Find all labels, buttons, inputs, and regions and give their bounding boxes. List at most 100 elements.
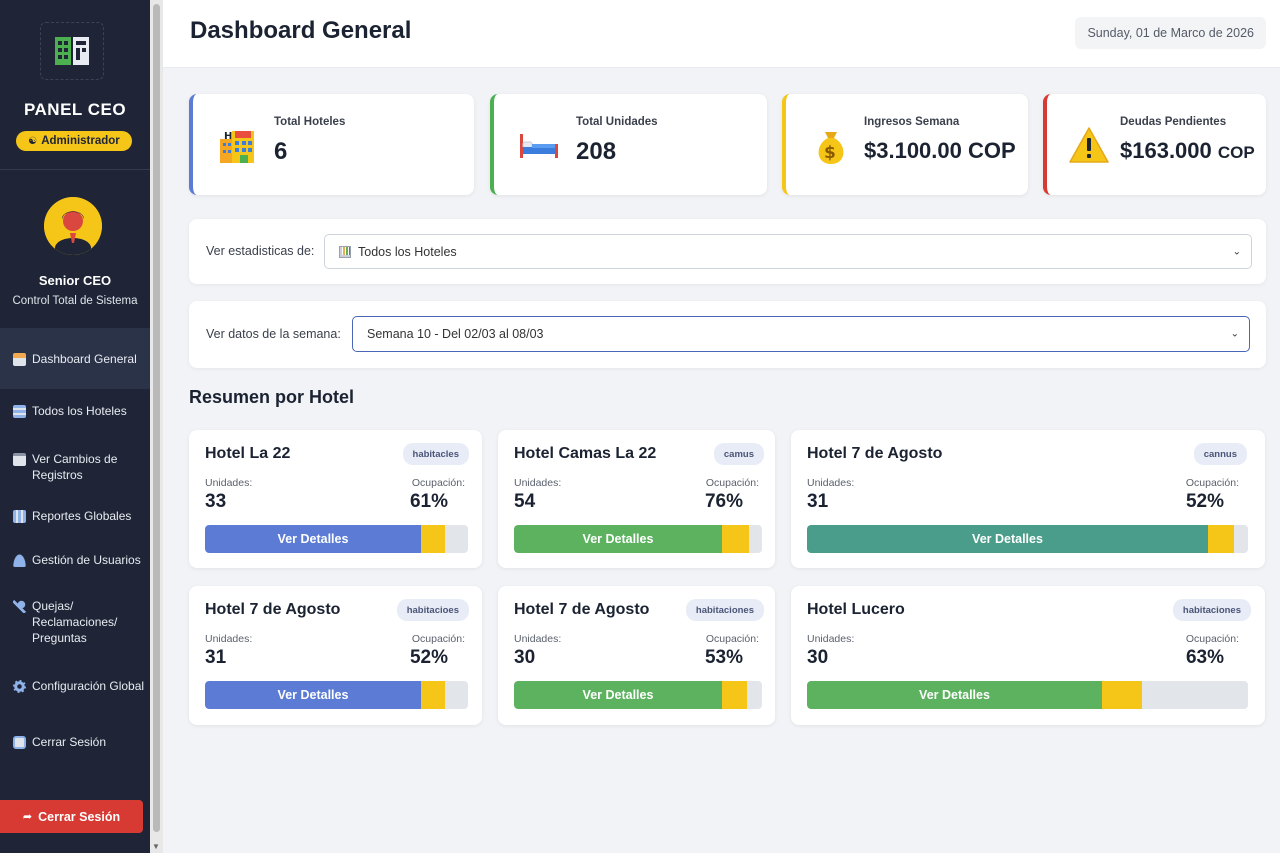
occupancy-value: 52%	[1185, 491, 1224, 512]
sidebar-scrollbar[interactable]: ▼	[150, 0, 163, 853]
occupancy-extra	[722, 681, 747, 709]
hotel-card: Hotel Camas La 22 camus Unidades: Ocupac…	[498, 430, 775, 568]
scrollbar-thumb[interactable]	[153, 4, 160, 832]
chevron-down-icon: ⌄	[1230, 328, 1239, 340]
hotel-tag: cannus	[1193, 443, 1247, 465]
occupancy-value: 63%	[1185, 647, 1224, 668]
units-value: 33	[205, 491, 227, 512]
week-filter-label: Ver datos de la semana:	[206, 327, 341, 341]
money-bag-icon: $	[810, 124, 852, 166]
occupancy-value: 52%	[409, 647, 448, 668]
occupancy-fill	[807, 525, 1208, 553]
logout-button[interactable]: ➦ Cerrar Sesión	[0, 800, 143, 833]
sidebar-item-label: Gestión de Usuarios	[32, 553, 141, 567]
occupancy-bar: Ver Detalles	[807, 525, 1248, 553]
details-button[interactable]: Ver Detalles	[919, 688, 990, 702]
warning-icon	[1068, 124, 1110, 166]
dashboard-icon	[13, 353, 26, 366]
hotel-filter-panel: Ver estadisticas de: Todos los Hoteles ⌄	[189, 219, 1266, 284]
page-title: Dashboard General	[190, 17, 412, 44]
hotel-select[interactable]: Todos los Hoteles ⌄	[324, 234, 1252, 269]
hotels-icon	[13, 405, 26, 418]
sidebar-item-users[interactable]: Gestión de Usuarios	[0, 552, 150, 568]
section-title: Resumen por Hotel	[189, 387, 355, 407]
sidebar-item-label: Cerrar Sesión	[32, 735, 107, 749]
occupancy-label: Ocupación:	[705, 477, 759, 489]
units-value: 31	[205, 647, 227, 668]
occupancy-bar: Ver Detalles	[514, 681, 762, 709]
hotel-tag: habitaciones	[685, 599, 764, 621]
occupancy-extra	[1102, 681, 1142, 709]
occupancy-label: Ocupación:	[705, 633, 759, 645]
units-label: Unidades:	[205, 477, 253, 489]
occupancy-label: Ocupación:	[1185, 633, 1239, 645]
sidebar-item-reports[interactable]: Reportes Globales	[0, 508, 150, 524]
sidebar-item-hotels[interactable]: Todos los Hoteles	[0, 403, 150, 419]
details-button[interactable]: Ver Detalles	[277, 532, 349, 546]
hotel-name: Hotel 7 de Agosto	[514, 601, 650, 618]
gear-icon	[13, 680, 26, 693]
occupancy-value: 76%	[704, 491, 743, 512]
sidebar: PANEL CEO ☯ Administrador Senior CEO Con…	[0, 0, 150, 853]
panel-title: PANEL CEO	[23, 100, 127, 119]
sidebar-item-complaints[interactable]: Quejas/ Reclamaciones/ Preguntas	[0, 598, 150, 646]
sidebar-item-logout[interactable]: Cerrar Sesión	[0, 734, 150, 750]
sidebar-item-settings[interactable]: Configuración Global	[0, 678, 150, 694]
role-badge-label: Administrador	[41, 135, 120, 147]
users-icon	[13, 554, 26, 567]
scroll-down-arrow-icon[interactable]: ▼	[152, 842, 160, 851]
avatar	[44, 197, 102, 255]
logo	[40, 22, 104, 80]
hotel-tag: camus	[713, 443, 764, 465]
hotel-tag: habitaciones	[1172, 599, 1251, 621]
details-button[interactable]: Ver Detalles	[582, 688, 654, 702]
occupancy-bar: Ver Detalles	[514, 525, 762, 553]
svg-text:$: $	[824, 143, 836, 163]
sidebar-divider	[0, 169, 150, 170]
hotel-tag: habitacioes	[396, 599, 469, 621]
week-select[interactable]: Semana 10 - Del 02/03 al 08/03 ⌄	[352, 316, 1250, 352]
hotel-card: Hotel La 22 habitacles Unidades: Ocupaci…	[189, 430, 482, 568]
admin-icon: ☯	[28, 135, 38, 147]
units-label: Unidades:	[514, 477, 562, 489]
hotel-card: Hotel 7 de Agosto habitaciones Unidades:…	[498, 586, 775, 725]
hotel-filter-label: Ver estadisticas de:	[206, 244, 315, 258]
occupancy-bar: Ver Detalles	[807, 681, 1248, 709]
details-button[interactable]: Ver Detalles	[277, 688, 349, 702]
occupancy-label: Ocupación:	[411, 633, 465, 645]
occupancy-fill	[807, 681, 1102, 709]
occupancy-label: Ocupación:	[411, 477, 465, 489]
sidebar-item-records[interactable]: Ver Cambios de Registros	[0, 451, 150, 483]
units-label: Unidades:	[205, 633, 253, 645]
details-button[interactable]: Ver Detalles	[582, 532, 654, 546]
hotel-name: Hotel Camas La 22	[514, 445, 657, 462]
occupancy-fill	[514, 681, 722, 709]
units-label: Unidades:	[807, 633, 855, 645]
stat-label: Ingresos Semana	[864, 116, 960, 128]
details-button[interactable]: Ver Detalles	[972, 532, 1043, 546]
user-subtitle: Control Total de Sistema	[12, 295, 138, 307]
current-date: Sunday, 01 de Marco de 2026	[1075, 17, 1266, 49]
stat-label: Deudas Pendientes	[1120, 116, 1227, 128]
user-name: Senior CEO	[38, 273, 112, 288]
units-value: 31	[807, 491, 829, 512]
stat-card-debts: Deudas Pendientes $163.000 COP	[1043, 94, 1266, 195]
week-filter-panel: Ver datos de la semana: Semana 10 - Del …	[189, 301, 1266, 368]
hotel-name: Hotel La 22	[205, 445, 291, 462]
occupancy-value: 53%	[704, 647, 743, 668]
sidebar-item-label: Ver Cambios de Registros	[32, 452, 118, 482]
week-select-value: Semana 10 - Del 02/03 al 08/03	[367, 327, 544, 341]
user-avatar-icon	[44, 197, 102, 255]
stat-value: $163.000 COP	[1120, 138, 1255, 164]
hotel-select-value: Todos los Hoteles	[358, 244, 457, 259]
units-value: 30	[807, 647, 829, 668]
hotel-card: Hotel 7 de Agosto habitacioes Unidades: …	[189, 586, 482, 725]
bed-icon	[518, 124, 560, 166]
stat-card-hotels: H Total Hoteles 6	[189, 94, 474, 195]
stat-value: 208	[576, 138, 617, 165]
units-value: 30	[514, 647, 536, 668]
stat-label: Total Hoteles	[274, 116, 346, 128]
hotel-building-icon: H	[217, 124, 259, 166]
sidebar-item-label: Todos los Hoteles	[32, 404, 127, 418]
sidebar-item-dashboard[interactable]: Dashboard General	[0, 328, 150, 389]
